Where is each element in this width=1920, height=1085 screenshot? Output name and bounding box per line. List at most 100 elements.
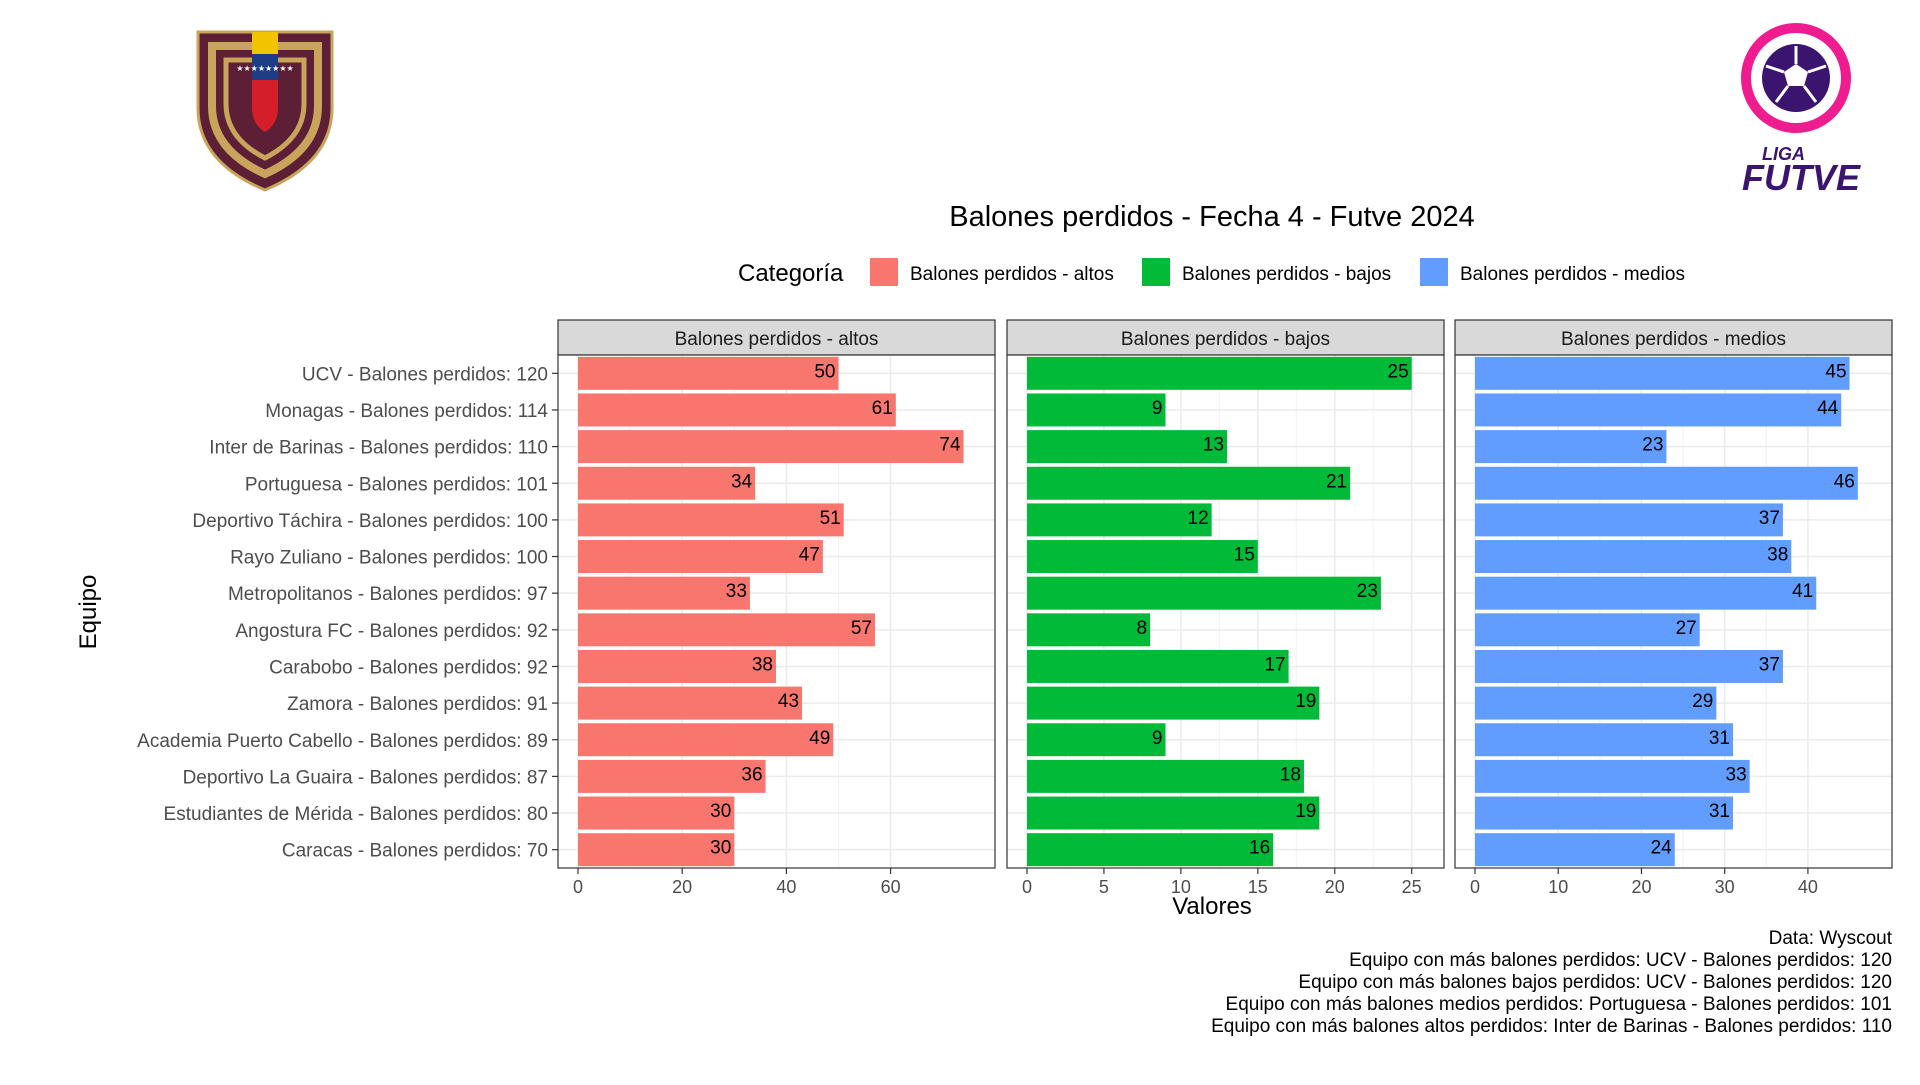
bar-value-label: 24 bbox=[1651, 838, 1673, 859]
y-tick-label: Metropolitanos - Balones perdidos: 97 bbox=[228, 584, 548, 605]
bar bbox=[1027, 613, 1151, 647]
caption-line: Equipo con más balones perdidos: UCV - B… bbox=[1349, 950, 1892, 971]
bar-value-label: 38 bbox=[752, 654, 773, 675]
bar-value-label: 61 bbox=[872, 398, 893, 419]
bar bbox=[1475, 833, 1675, 867]
chart-caption: Data: Wyscout Equipo con más balones per… bbox=[1211, 928, 1893, 1037]
bar-value-label: 19 bbox=[1295, 691, 1316, 712]
bar-value-label: 37 bbox=[1759, 508, 1780, 529]
y-axis-title: Equipo bbox=[75, 575, 102, 650]
caption-line: Data: Wyscout bbox=[1769, 928, 1893, 949]
bar-value-label: 21 bbox=[1326, 471, 1347, 492]
y-tick-label: Deportivo Táchira - Balones perdidos: 10… bbox=[192, 511, 548, 532]
bar bbox=[1027, 356, 1412, 390]
legend-title: Categoría bbox=[738, 260, 844, 287]
y-tick-label: Carabobo - Balones perdidos: 92 bbox=[269, 657, 548, 678]
bar-value-label: 25 bbox=[1388, 361, 1409, 382]
y-tick-label: Deportivo La Guaira - Balones perdidos: … bbox=[183, 767, 548, 788]
panel-strip bbox=[1006, 319, 1445, 356]
bar bbox=[1027, 503, 1212, 537]
bar bbox=[1475, 723, 1734, 757]
bar bbox=[1475, 576, 1817, 610]
bar-value-label: 29 bbox=[1692, 691, 1713, 712]
liga-logo-line1: LIGA bbox=[1762, 144, 1805, 164]
bar-value-label: 33 bbox=[726, 581, 747, 602]
bar-value-label: 47 bbox=[799, 545, 820, 566]
panel-border bbox=[1006, 354, 1445, 869]
panel-3: Balones perdidos - medios 0 10 20 30 40 45 44 23… bbox=[1454, 319, 1893, 897]
svg-text:★★★★★★★★: ★★★★★★★★ bbox=[236, 64, 293, 73]
bar bbox=[578, 723, 834, 757]
bar bbox=[1027, 833, 1274, 867]
bar-value-label: 23 bbox=[1357, 581, 1378, 602]
panel-border bbox=[557, 354, 996, 869]
legend-key-1 bbox=[870, 258, 898, 286]
bar bbox=[578, 649, 776, 683]
y-tick-label: Portuguesa - Balones perdidos: 101 bbox=[245, 474, 548, 495]
y-tick-label: Rayo Zuliano - Balones perdidos: 100 bbox=[230, 548, 548, 569]
x-axis-title: Valores bbox=[1172, 893, 1252, 920]
x-tick-label: 20 bbox=[1631, 877, 1651, 897]
bar-value-label: 9 bbox=[1152, 728, 1163, 749]
bar bbox=[578, 613, 875, 647]
panel-1: Balones perdidos - altos 0 20 40 60 50 61 74 34 5… bbox=[557, 319, 996, 897]
y-tick-label: Angostura FC - Balones perdidos: 92 bbox=[235, 621, 548, 642]
y-axis-tick-labels: UCV - Balones perdidos: 120 Monagas - Bal… bbox=[137, 364, 558, 862]
bar bbox=[1027, 723, 1166, 757]
bar-value-label: 45 bbox=[1825, 361, 1846, 382]
x-tick-label: 10 bbox=[1171, 877, 1191, 897]
panel-strip-label: Balones perdidos - altos bbox=[675, 329, 879, 350]
bar-value-label: 38 bbox=[1767, 545, 1788, 566]
bar-value-label: 36 bbox=[741, 764, 762, 785]
x-tick-label: 40 bbox=[776, 877, 796, 897]
caption-line: Equipo con más balones medios perdidos: … bbox=[1226, 994, 1892, 1015]
bar bbox=[1027, 576, 1381, 610]
panel-border bbox=[1454, 354, 1893, 869]
chart-title: Balones perdidos - Fecha 4 - Futve 2024 bbox=[949, 201, 1475, 233]
bar bbox=[578, 576, 750, 610]
x-tick-label: 20 bbox=[1325, 877, 1345, 897]
bar bbox=[578, 796, 735, 830]
bar bbox=[1475, 393, 1842, 427]
bar bbox=[1475, 503, 1783, 537]
bar-value-label: 12 bbox=[1188, 508, 1209, 529]
bar-value-label: 30 bbox=[710, 801, 731, 822]
x-tick-label: 60 bbox=[881, 877, 901, 897]
x-tick-label: 0 bbox=[573, 877, 583, 897]
y-tick-label: Caracas - Balones perdidos: 70 bbox=[282, 841, 548, 862]
bar-value-label: 34 bbox=[731, 471, 753, 492]
legend-key-3 bbox=[1420, 258, 1448, 286]
x-tick-label: 40 bbox=[1798, 877, 1818, 897]
bar bbox=[1027, 466, 1351, 500]
y-tick-label: Estudiantes de Mérida - Balones perdidos… bbox=[164, 804, 548, 825]
bar-value-label: 18 bbox=[1280, 764, 1301, 785]
bar-value-label: 33 bbox=[1726, 764, 1747, 785]
x-tick-label: 0 bbox=[1022, 877, 1032, 897]
bar bbox=[1027, 796, 1320, 830]
legend-key-2 bbox=[1142, 258, 1170, 286]
x-tick-label: 10 bbox=[1548, 877, 1568, 897]
bar bbox=[1027, 686, 1320, 720]
bar bbox=[1027, 759, 1304, 793]
bar bbox=[578, 356, 839, 390]
liga-futve-logo: LIGA FUTVE bbox=[1741, 23, 1861, 198]
bar-value-label: 9 bbox=[1152, 398, 1163, 419]
bar-value-label: 19 bbox=[1295, 801, 1316, 822]
y-tick-label: Inter de Barinas - Balones perdidos: 110 bbox=[209, 438, 548, 459]
bar bbox=[1475, 759, 1750, 793]
bar bbox=[1475, 686, 1717, 720]
bar bbox=[1475, 540, 1792, 574]
bar bbox=[578, 833, 735, 867]
x-tick-label: 15 bbox=[1248, 877, 1268, 897]
bar bbox=[578, 393, 896, 427]
bar-value-label: 17 bbox=[1264, 654, 1285, 675]
bar bbox=[1475, 356, 1850, 390]
bar bbox=[1027, 649, 1289, 683]
bar-value-label: 31 bbox=[1709, 728, 1730, 749]
bar bbox=[1475, 613, 1700, 647]
bar-value-label: 30 bbox=[710, 838, 731, 859]
bar-value-label: 15 bbox=[1234, 545, 1255, 566]
